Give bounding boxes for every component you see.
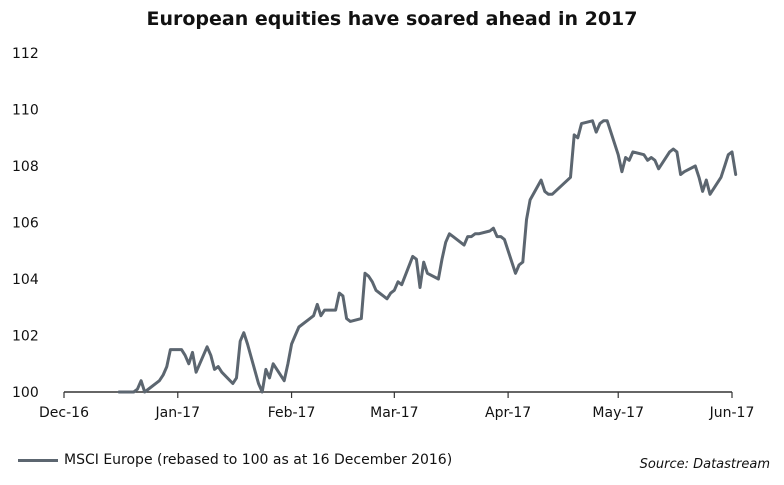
x-axis: Dec-16 Jan-17 Feb-17 Mar-17 Apr-17 May-17 Jun-…	[39, 391, 755, 421]
chart-title: European equities have soared ahead in 2…	[146, 8, 638, 30]
y-tick-label: 112	[12, 46, 39, 62]
x-tick-label: Apr-17	[485, 405, 531, 421]
y-tick-label: 108	[12, 159, 39, 175]
x-tick-label: Dec-16	[39, 405, 89, 421]
y-tick-label: 102	[12, 329, 39, 345]
y-axis-labels: 100 102 104 106 108 110 112	[12, 46, 39, 401]
y-tick-label: 104	[12, 272, 39, 288]
x-tick-label: Jun-17	[709, 405, 755, 421]
series-lines	[117, 119, 738, 394]
legend-label: MSCI Europe (rebased to 100 as at 16 Dec…	[64, 452, 453, 468]
source-note: Source: Datastream	[639, 457, 770, 472]
legend: MSCI Europe (rebased to 100 as at 16 Dec…	[18, 452, 452, 468]
legend-swatch	[18, 458, 58, 462]
y-tick-label: 100	[12, 385, 39, 401]
y-tick-label: 110	[12, 103, 39, 119]
series-line	[117, 119, 738, 394]
x-tick-label: Jan-17	[155, 405, 200, 421]
x-tick-label: Mar-17	[370, 405, 418, 421]
x-tick-label: May-17	[592, 405, 644, 421]
x-tick-label: Feb-17	[268, 405, 316, 421]
y-tick-label: 106	[12, 216, 39, 232]
